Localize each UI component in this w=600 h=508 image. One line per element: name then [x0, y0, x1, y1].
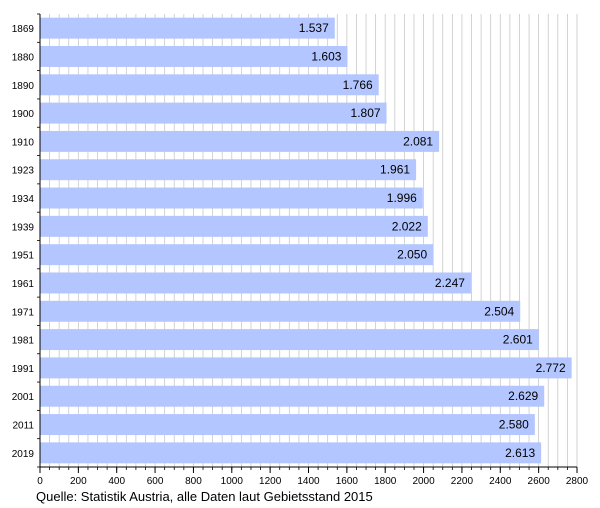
source-note: Quelle: Statistik Austria, alle Daten la…: [36, 489, 373, 504]
bar: [40, 102, 387, 124]
bar: [40, 357, 572, 379]
bar: [40, 244, 434, 266]
x-tick-label: 800: [185, 476, 202, 487]
data-label: 2.601: [503, 333, 533, 347]
x-tick-label: 1600: [336, 476, 359, 487]
x-tick-label: 1800: [374, 476, 397, 487]
bar: [40, 45, 348, 67]
data-label: 1.961: [380, 163, 410, 177]
data-label: 2.247: [435, 276, 465, 290]
y-tick-label: 1939: [12, 222, 35, 233]
y-tick-label: 1934: [12, 194, 35, 205]
data-label: 2.081: [403, 134, 433, 148]
y-tick-label: 1961: [12, 279, 35, 290]
bar: [40, 442, 542, 464]
data-label: 2.580: [499, 418, 529, 432]
y-tick-label: 1991: [12, 364, 35, 375]
x-tick-label: 200: [70, 476, 87, 487]
y-tick-label: 2001: [12, 392, 35, 403]
bar: [40, 414, 535, 436]
data-label: 2.022: [392, 219, 422, 233]
x-tick-label: 1400: [297, 476, 320, 487]
x-tick-label: 2200: [451, 476, 474, 487]
bar: [40, 385, 545, 407]
x-tick-label: 2400: [489, 476, 512, 487]
bar: [40, 272, 471, 294]
bar: [40, 159, 417, 181]
y-tick-label: 1869: [12, 24, 35, 35]
data-label: 1.807: [351, 106, 381, 120]
x-tick-label: 1000: [221, 476, 244, 487]
data-label: 1.537: [299, 21, 329, 35]
x-tick-label: 400: [108, 476, 125, 487]
data-label: 2.613: [505, 446, 535, 460]
data-label: 1.996: [387, 191, 417, 205]
bar: [40, 17, 335, 39]
y-tick-label: 1971: [12, 307, 35, 318]
bar: [40, 74, 379, 96]
y-tick-label: 1951: [12, 251, 35, 262]
bar: [40, 130, 440, 152]
x-tick-label: 0: [37, 476, 43, 487]
data-label: 2.504: [484, 304, 514, 318]
data-label: 2.050: [397, 248, 427, 262]
x-tick-label: 2800: [566, 476, 589, 487]
x-tick-label: 600: [147, 476, 164, 487]
y-tick-label: 1880: [12, 52, 35, 63]
data-label: 2.772: [536, 361, 566, 375]
bar: [40, 300, 521, 322]
y-tick-label: 1981: [12, 336, 35, 347]
x-tick-label: 2000: [412, 476, 435, 487]
y-tick-label: 2011: [12, 421, 34, 432]
y-tick-label: 1890: [12, 81, 35, 92]
x-tick-label: 2600: [528, 476, 551, 487]
y-tick-label: 1910: [12, 137, 35, 148]
y-tick-label: 1923: [12, 166, 35, 177]
bar: [40, 187, 423, 209]
y-tick-label: 1900: [12, 109, 35, 120]
data-label: 1.766: [343, 78, 373, 92]
bar: [40, 215, 428, 237]
y-tick-label: 2019: [12, 449, 35, 460]
bar: [40, 329, 539, 351]
data-label: 1.603: [311, 49, 341, 63]
data-label: 2.629: [508, 389, 538, 403]
x-tick-label: 1200: [259, 476, 282, 487]
